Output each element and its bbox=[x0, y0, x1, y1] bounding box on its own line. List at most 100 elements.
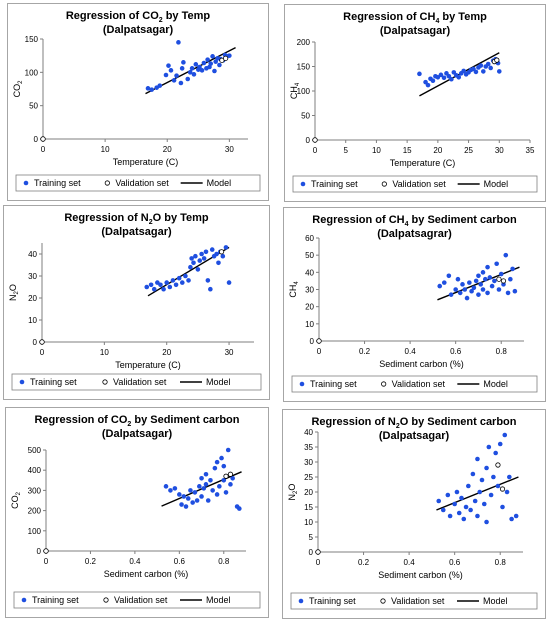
training-point bbox=[469, 288, 474, 294]
training-point bbox=[480, 270, 486, 275]
training-point bbox=[495, 483, 501, 489]
training-point bbox=[188, 264, 193, 270]
legend-training-marker bbox=[19, 379, 25, 385]
training-point bbox=[496, 69, 502, 74]
training-point bbox=[513, 513, 519, 519]
y-tick-label: 50 bbox=[305, 251, 314, 260]
x-tick-label: 10 bbox=[372, 146, 381, 155]
training-point bbox=[176, 275, 182, 281]
training-point bbox=[227, 53, 232, 58]
y-axis-label-main: N bbox=[287, 494, 297, 501]
validation-point bbox=[223, 55, 229, 61]
origin-point bbox=[43, 548, 49, 554]
legend-label: Model bbox=[483, 379, 508, 389]
chart-title-main: Regression of CH bbox=[343, 11, 435, 23]
y-axis-label-main: CO bbox=[10, 495, 20, 509]
training-point bbox=[185, 496, 191, 501]
x-tick-label: 20 bbox=[163, 145, 172, 154]
training-point bbox=[205, 57, 210, 62]
legend-label: Validation set bbox=[115, 178, 169, 188]
training-point bbox=[500, 504, 505, 510]
x-tick-label: 0 bbox=[313, 146, 318, 155]
training-point bbox=[197, 64, 202, 70]
training-point bbox=[473, 278, 479, 284]
training-point bbox=[163, 72, 169, 78]
training-point bbox=[456, 510, 462, 516]
y-tick-label: 35 bbox=[304, 443, 313, 452]
legend-box bbox=[15, 174, 261, 192]
y-axis-label: N2O bbox=[8, 284, 20, 301]
training-point bbox=[181, 494, 187, 499]
legend-label: Model bbox=[207, 178, 232, 188]
training-point bbox=[441, 75, 447, 81]
training-point bbox=[505, 290, 511, 296]
training-point bbox=[199, 251, 204, 257]
training-point bbox=[489, 283, 495, 289]
training-point bbox=[485, 290, 490, 296]
training-point bbox=[189, 256, 194, 261]
training-point bbox=[476, 292, 481, 297]
x-tick-label: 0.4 bbox=[129, 557, 141, 566]
x-tick-label: 0.8 bbox=[218, 557, 230, 566]
training-point bbox=[223, 490, 229, 495]
legend-training-marker bbox=[21, 597, 27, 603]
training-point bbox=[496, 287, 502, 292]
training-point bbox=[481, 69, 486, 74]
legend-label: Training set bbox=[30, 377, 77, 387]
training-point bbox=[446, 273, 452, 279]
training-point bbox=[203, 482, 209, 487]
training-point bbox=[205, 278, 211, 283]
chart-panel-5: Regression of CO2 by Sediment carbon (Dal… bbox=[5, 407, 269, 618]
legend-validation-marker bbox=[381, 381, 387, 387]
legend-label: Validation set bbox=[113, 377, 167, 387]
chart-title-main: Regression of N bbox=[311, 416, 395, 428]
x-tick-label: 0 bbox=[317, 347, 322, 356]
training-point bbox=[494, 261, 499, 267]
training-point bbox=[214, 459, 220, 465]
chart-legend: Training set Validation set Model bbox=[291, 375, 538, 393]
x-tick-label: 0.2 bbox=[358, 558, 370, 567]
chart-svg: Regression of N2O by Sediment carbon(Dal… bbox=[287, 416, 538, 610]
y-tick-label: 300 bbox=[28, 486, 42, 495]
training-point bbox=[168, 488, 173, 493]
chart-title-main: Regression of N bbox=[64, 212, 148, 224]
y-tick-label: 100 bbox=[297, 87, 311, 96]
chart-title-subscript: 2 bbox=[159, 17, 163, 24]
y-tick-label: 150 bbox=[297, 63, 311, 72]
training-point bbox=[203, 249, 209, 255]
y-tick-label: 40 bbox=[28, 250, 37, 259]
legend-label: Training set bbox=[32, 595, 79, 605]
legend-box bbox=[13, 591, 261, 609]
x-tick-label: 0.4 bbox=[405, 347, 417, 356]
y-axis-label-main: N bbox=[8, 294, 18, 301]
legend-label: Model bbox=[206, 377, 231, 387]
training-point bbox=[186, 278, 191, 283]
origin-point bbox=[39, 339, 45, 345]
training-point bbox=[191, 72, 197, 77]
training-point bbox=[185, 76, 191, 82]
chart-title: Regression of N2O by Sediment carbon bbox=[311, 416, 516, 430]
y-tick-label: 20 bbox=[304, 488, 313, 497]
training-point bbox=[189, 66, 195, 71]
training-point bbox=[163, 484, 169, 489]
y-axis-label: N2O bbox=[287, 484, 299, 501]
y-tick-label: 200 bbox=[28, 507, 42, 516]
chart-title-tail: by Temp bbox=[439, 11, 487, 23]
y-tick-label: 5 bbox=[309, 533, 314, 542]
training-point bbox=[149, 87, 155, 92]
x-tick-label: 20 bbox=[162, 348, 171, 357]
training-point bbox=[438, 72, 444, 78]
training-point bbox=[497, 441, 503, 447]
x-tick-label: 0 bbox=[40, 348, 45, 357]
training-point bbox=[486, 444, 492, 450]
training-point bbox=[435, 74, 441, 80]
chart-title-tail: by Sediment carbon bbox=[131, 414, 239, 426]
y-axis-label-tail: O bbox=[8, 284, 18, 291]
training-point bbox=[457, 290, 463, 296]
training-point bbox=[476, 273, 481, 279]
x-tick-label: 0.6 bbox=[174, 557, 186, 566]
training-point bbox=[448, 292, 454, 297]
training-point bbox=[199, 494, 204, 499]
chart-legend: Training set Validation set Model bbox=[13, 591, 261, 609]
chart-legend: Training set Validation set Model bbox=[292, 175, 538, 193]
